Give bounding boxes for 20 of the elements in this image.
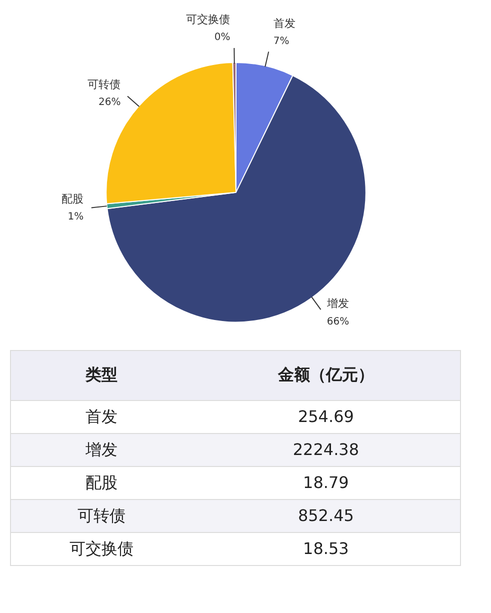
data-label: 1% xyxy=(68,212,84,223)
data-label: 26% xyxy=(98,97,121,108)
data-label: 7% xyxy=(273,36,290,47)
slice-label: 可转债 xyxy=(88,78,121,92)
data-label: 0% xyxy=(214,32,230,44)
data-label: 852.45 xyxy=(192,500,460,532)
category-label: 首发 xyxy=(10,400,192,434)
data-label: 66% xyxy=(326,316,350,328)
category-label: 配股 xyxy=(10,466,192,500)
slice-label: 首发 xyxy=(273,16,296,30)
slice-label: 可交换债 xyxy=(186,13,230,26)
category-label: 可交换债 xyxy=(10,532,192,566)
data-label: 18.53 xyxy=(192,532,460,566)
data-label: 18.79 xyxy=(192,466,460,500)
category-label: 增发 xyxy=(10,434,192,466)
data-label: 2224.38 xyxy=(192,434,460,466)
slice-label: 配股 xyxy=(62,192,84,206)
category-label: 可转债 xyxy=(10,500,192,532)
data-label: 254.69 xyxy=(192,400,460,434)
slice-label: 增发 xyxy=(326,297,349,310)
